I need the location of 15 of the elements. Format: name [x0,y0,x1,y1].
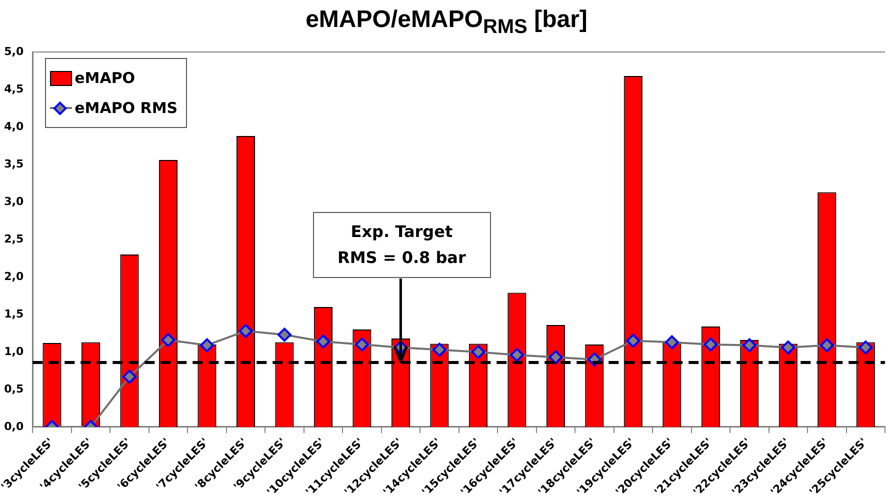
annotation: Exp. Target RMS = 0.8 bar [312,212,491,278]
y-tick-label: 3,5 [4,157,24,170]
legend-label: eMAPO [74,69,136,87]
y-tick-label: 2,0 [4,270,24,283]
y-tick-label: 0,5 [4,382,24,396]
legend-label: eMAPO RMS [74,99,178,117]
y-tick-label: 2,5 [4,232,24,246]
y-tick-label: 4,0 [4,120,24,133]
y-tick-label: 5,0 [4,44,24,58]
y-tick-label: 1,0 [4,344,24,358]
y-tick-label: 1,5 [4,307,24,320]
y-tick-label: 3,0 [4,194,24,208]
y-tick-label: 0,0 [4,420,24,433]
y-tick-label: 4,5 [4,82,24,96]
chart-title: eMAPO/eMAPO$_{RMS}$ [bar] [304,5,588,40]
